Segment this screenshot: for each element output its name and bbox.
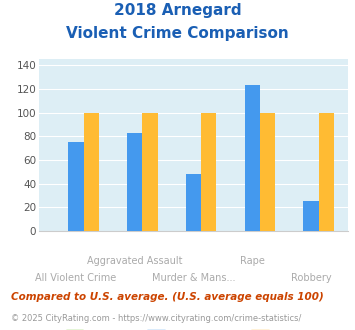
Legend: Arnegard, North Dakota, National: Arnegard, North Dakota, National xyxy=(61,326,326,330)
Bar xyxy=(127,133,142,231)
Text: All Violent Crime: All Violent Crime xyxy=(36,273,117,283)
Bar xyxy=(186,174,201,231)
Text: Murder & Mans...: Murder & Mans... xyxy=(152,273,235,283)
Text: Violent Crime Comparison: Violent Crime Comparison xyxy=(66,26,289,41)
Text: Aggravated Assault: Aggravated Assault xyxy=(87,256,182,266)
Bar xyxy=(201,113,217,231)
Bar xyxy=(318,113,334,231)
Text: 2018 Arnegard: 2018 Arnegard xyxy=(114,3,241,18)
Bar xyxy=(245,85,260,231)
Text: Robbery: Robbery xyxy=(291,273,331,283)
Bar xyxy=(260,113,275,231)
Bar xyxy=(84,113,99,231)
Text: © 2025 CityRating.com - https://www.cityrating.com/crime-statistics/: © 2025 CityRating.com - https://www.city… xyxy=(11,314,301,323)
Text: Rape: Rape xyxy=(240,256,264,266)
Bar xyxy=(142,113,158,231)
Bar xyxy=(69,142,84,231)
Bar xyxy=(303,201,318,231)
Text: Compared to U.S. average. (U.S. average equals 100): Compared to U.S. average. (U.S. average … xyxy=(11,292,323,302)
